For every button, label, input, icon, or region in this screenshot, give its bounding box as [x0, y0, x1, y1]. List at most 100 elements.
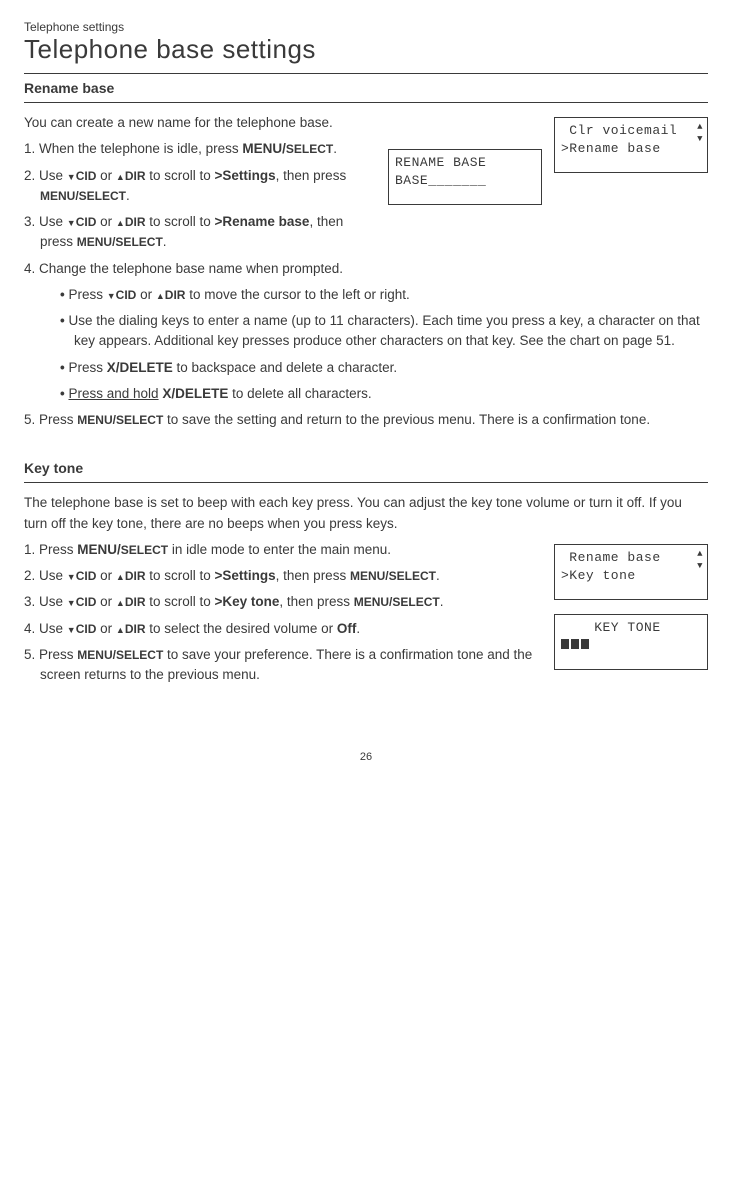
key-label: MENU/SELECT: [77, 648, 163, 662]
scroll-arrows-icon: ▲▼: [697, 548, 703, 572]
lcd-line: >Key tone: [561, 567, 701, 585]
page-number: 26: [24, 751, 708, 763]
step-text: When the telephone is idle, press: [39, 141, 242, 156]
step-text: , then press: [279, 594, 353, 609]
bullet-item: Use the dialing keys to enter a name (up…: [60, 311, 708, 352]
step-text: to select the desired volume or: [145, 621, 336, 636]
key-label: DIR: [125, 595, 146, 609]
step-text: to scroll to: [145, 594, 214, 609]
key-label: SELECT: [286, 142, 333, 156]
triangle-down-icon: [67, 568, 76, 583]
sub-bullets: Press CID or DIR to move the cursor to t…: [40, 285, 708, 404]
section-title-rename: Rename base: [24, 80, 708, 96]
step-text: or: [96, 168, 116, 183]
lcd-line: Clr voicemail: [561, 122, 701, 140]
key-label: MENU/SELECT: [77, 235, 163, 249]
step-text: to scroll to: [145, 168, 214, 183]
section-divider-keytone: [24, 482, 708, 483]
lcd-line: RENAME BASE: [395, 154, 535, 172]
key-label: DIR: [125, 622, 146, 636]
intro-text-keytone: The telephone base is set to beep with e…: [24, 493, 708, 534]
key-label: X/DELETE: [162, 386, 228, 401]
triangle-up-icon: [156, 287, 165, 302]
page-title: Telephone base settings: [24, 34, 708, 65]
triangle-down-icon: [67, 214, 76, 229]
section-title-keytone: Key tone: [24, 460, 708, 476]
step-text: , then press: [276, 168, 347, 183]
steps-list-rename: 1. When the telephone is idle, press MEN…: [24, 139, 708, 430]
volume-bars-icon: [561, 637, 591, 655]
bullet-text: Press and hold: [68, 386, 158, 401]
step-text: to save the setting and return to the pr…: [163, 412, 650, 427]
triangle-up-icon: [116, 568, 125, 583]
triangle-down-icon: [107, 287, 116, 302]
lcd-display-keytone-volume: KEY TONE: [554, 614, 708, 670]
step-text: or: [96, 214, 116, 229]
bullet-item: Press CID or DIR to move the cursor to t…: [60, 285, 708, 305]
bullet-text: to move the cursor to the left or right.: [185, 287, 409, 302]
key-label: SELECT: [121, 543, 168, 557]
step-item: 5. Press MENU/SELECT to save the setting…: [24, 410, 708, 430]
key-label: CID: [76, 569, 97, 583]
triangle-up-icon: [116, 214, 125, 229]
step-text: Use: [39, 594, 67, 609]
step-text: .: [126, 188, 130, 203]
triangle-down-icon: [67, 168, 76, 183]
key-label: CID: [76, 622, 97, 636]
step-text: or: [96, 621, 116, 636]
lcd-display-keytone-menu: ▲▼ Rename base >Key tone: [554, 544, 708, 600]
step-text: .: [163, 234, 167, 249]
triangle-up-icon: [116, 621, 125, 636]
key-label: DIR: [125, 569, 146, 583]
step-text: Use: [39, 214, 67, 229]
triangle-up-icon: [116, 168, 125, 183]
step-text: .: [333, 141, 337, 156]
key-label: DIR: [165, 288, 186, 302]
bullet-text: Use the dialing keys to enter a name (up…: [68, 313, 699, 348]
section-divider-rename: [24, 102, 708, 103]
step-text: Press: [39, 542, 77, 557]
bullet-text: or: [136, 287, 156, 302]
bullet-text: Press: [68, 360, 106, 375]
scroll-arrows-icon: ▲▼: [697, 121, 703, 145]
lcd-display-rename-edit: RENAME BASE BASE_______: [388, 149, 542, 205]
step-text: in idle mode to enter the main menu.: [168, 542, 391, 557]
bullet-text: to delete all characters.: [228, 386, 371, 401]
key-label: CID: [76, 215, 97, 229]
menu-path: >Settings: [215, 168, 276, 183]
triangle-up-icon: [116, 594, 125, 609]
step-text: Press: [39, 647, 77, 662]
bullet-item: Press and hold X/DELETE to delete all ch…: [60, 384, 708, 404]
step-text: to scroll to: [145, 214, 214, 229]
key-label: MENU/SELECT: [40, 189, 126, 203]
option-label: Off: [337, 621, 357, 636]
step-text: Change the telephone base name when prom…: [39, 261, 343, 276]
key-label: DIR: [125, 215, 146, 229]
key-label: CID: [116, 288, 137, 302]
step-text: to scroll to: [145, 568, 214, 583]
step-item: 4. Change the telephone base name when p…: [24, 259, 708, 405]
menu-path: >Key tone: [215, 594, 280, 609]
lcd-line: >Rename base: [561, 140, 701, 158]
triangle-down-icon: [67, 621, 76, 636]
bullet-text: Press: [68, 287, 106, 302]
lcd-line: BASE_______: [395, 172, 535, 190]
step-text: or: [96, 594, 116, 609]
page-divider: [24, 73, 708, 74]
step-text: .: [436, 568, 440, 583]
step-text: or: [96, 568, 116, 583]
triangle-down-icon: [67, 594, 76, 609]
key-label: MENU/SELECT: [350, 569, 436, 583]
step-text: .: [356, 621, 360, 636]
key-label: DIR: [125, 169, 146, 183]
lcd-line: Rename base: [561, 549, 701, 567]
step-text: Use: [39, 621, 67, 636]
key-label: CID: [76, 169, 97, 183]
step-text: , then press: [276, 568, 350, 583]
bullet-item: Press X/DELETE to backspace and delete a…: [60, 358, 708, 378]
breadcrumb: Telephone settings: [24, 20, 708, 34]
step-item: 3. Use CID or DIR to scroll to >Rename b…: [24, 212, 708, 253]
key-label: X/DELETE: [107, 360, 173, 375]
lcd-display-rename-menu: ▲▼ Clr voicemail >Rename base: [554, 117, 708, 173]
step-text: Use: [39, 568, 67, 583]
